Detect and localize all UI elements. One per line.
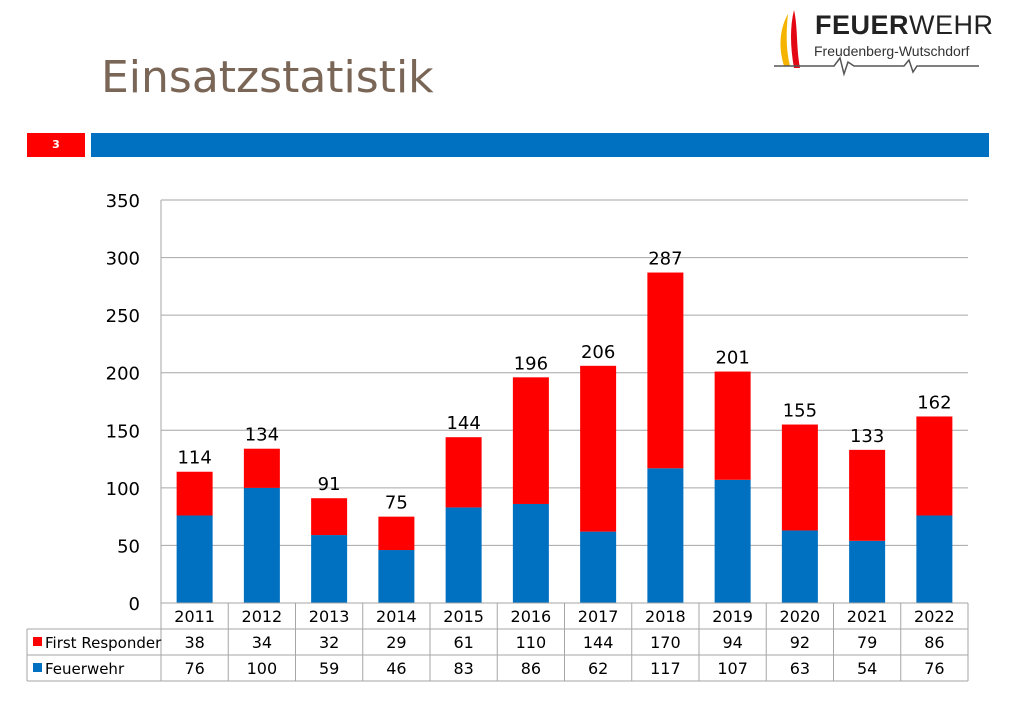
table-cell: 59: [319, 659, 339, 678]
table-cell: 92: [790, 633, 810, 652]
table-cell: 34: [252, 633, 272, 652]
y-tick-label: 350: [106, 191, 140, 212]
total-data-label: 201: [715, 348, 749, 369]
table-cell: 76: [184, 659, 204, 678]
page-title: Einsatzstatistik: [101, 52, 434, 103]
logo-subtitle: Freudenberg-Wutschdorf: [814, 43, 970, 59]
table-cell: 144: [583, 633, 614, 652]
table-cell: 46: [386, 659, 406, 678]
table-cell: 63: [790, 659, 810, 678]
y-tick-label: 150: [106, 421, 140, 442]
total-data-label: 91: [318, 474, 341, 495]
table-cell: 62: [588, 659, 608, 678]
legend-label: First Responder: [45, 634, 162, 652]
x-tick-label: 2018: [645, 607, 686, 626]
bar-first-responder: [445, 437, 482, 508]
bar-feuerwehr: [849, 540, 886, 603]
x-tick-label: 2016: [511, 607, 552, 626]
logo-title: FEUERWEHR: [815, 10, 994, 41]
total-data-label: 287: [648, 249, 682, 270]
bar-first-responder: [647, 272, 684, 469]
table-cell: 76: [924, 659, 944, 678]
y-tick-label: 200: [106, 364, 140, 385]
x-tick-label: 2011: [174, 607, 215, 626]
x-tick-label: 2014: [376, 607, 417, 626]
x-tick-label: 2015: [443, 607, 484, 626]
legend-swatch: [33, 663, 42, 672]
table-cell: 86: [924, 633, 944, 652]
bar-feuerwehr: [176, 515, 213, 603]
bar-feuerwehr: [243, 487, 280, 603]
bar-first-responder: [378, 516, 415, 551]
total-data-label: 155: [783, 401, 817, 422]
bar-first-responder: [243, 448, 280, 488]
y-tick-label: 300: [106, 249, 140, 270]
bar-first-responder: [512, 377, 549, 504]
bar-feuerwehr: [647, 468, 684, 603]
x-tick-label: 2019: [712, 607, 753, 626]
x-tick-label: 2013: [309, 607, 350, 626]
bar-first-responder: [176, 471, 213, 516]
table-cell: 110: [516, 633, 547, 652]
y-tick-label: 250: [106, 306, 140, 327]
bar-first-responder: [849, 449, 886, 541]
bar-feuerwehr: [781, 530, 818, 603]
bar-feuerwehr: [916, 515, 953, 603]
fire-department-logo: [774, 6, 982, 84]
table-cell: 29: [386, 633, 406, 652]
total-data-label: 162: [917, 392, 951, 413]
table-cell: 38: [184, 633, 204, 652]
table-cell: 86: [521, 659, 541, 678]
total-data-label: 114: [177, 448, 211, 469]
bar-feuerwehr: [512, 503, 549, 603]
flame-icon: [780, 14, 790, 66]
x-tick-label: 2012: [242, 607, 283, 626]
table-cell: 100: [247, 659, 278, 678]
table-cell: 83: [453, 659, 473, 678]
bar-first-responder: [916, 416, 953, 516]
legend-label: Feuerwehr: [45, 660, 125, 678]
table-cell: 61: [453, 633, 473, 652]
total-data-label: 206: [581, 342, 615, 363]
bar-feuerwehr: [311, 535, 348, 603]
table-cell: 117: [650, 659, 681, 678]
bar-first-responder: [580, 365, 617, 532]
total-data-label: 75: [385, 493, 408, 514]
table-cell: 170: [650, 633, 681, 652]
total-data-label: 134: [245, 425, 279, 446]
table-cell: 107: [717, 659, 748, 678]
total-data-label: 133: [850, 426, 884, 447]
bar-feuerwehr: [378, 550, 415, 603]
x-tick-label: 2017: [578, 607, 619, 626]
table-cell: 32: [319, 633, 339, 652]
logo-title-bold: FEUER: [815, 10, 910, 40]
bar-feuerwehr: [445, 507, 482, 603]
slide-number-badge: 3: [27, 133, 85, 157]
total-data-label: 196: [514, 353, 548, 374]
table-cell: 54: [857, 659, 877, 678]
legend-swatch: [33, 637, 42, 646]
header-accent-bar: [91, 133, 989, 157]
bar-first-responder: [714, 371, 751, 480]
total-data-label: 144: [446, 413, 480, 434]
table-cell: 79: [857, 633, 877, 652]
x-tick-label: 2020: [780, 607, 821, 626]
y-tick-label: 100: [106, 479, 140, 500]
y-tick-label: 0: [129, 594, 140, 615]
logo-title-light: WEHR: [909, 10, 994, 40]
x-tick-label: 2022: [914, 607, 955, 626]
x-tick-label: 2021: [847, 607, 888, 626]
bar-feuerwehr: [714, 479, 751, 603]
bar-first-responder: [781, 424, 818, 531]
bar-first-responder: [311, 498, 348, 536]
y-tick-label: 50: [117, 536, 140, 557]
bar-feuerwehr: [580, 531, 617, 603]
table-cell: 94: [722, 633, 742, 652]
